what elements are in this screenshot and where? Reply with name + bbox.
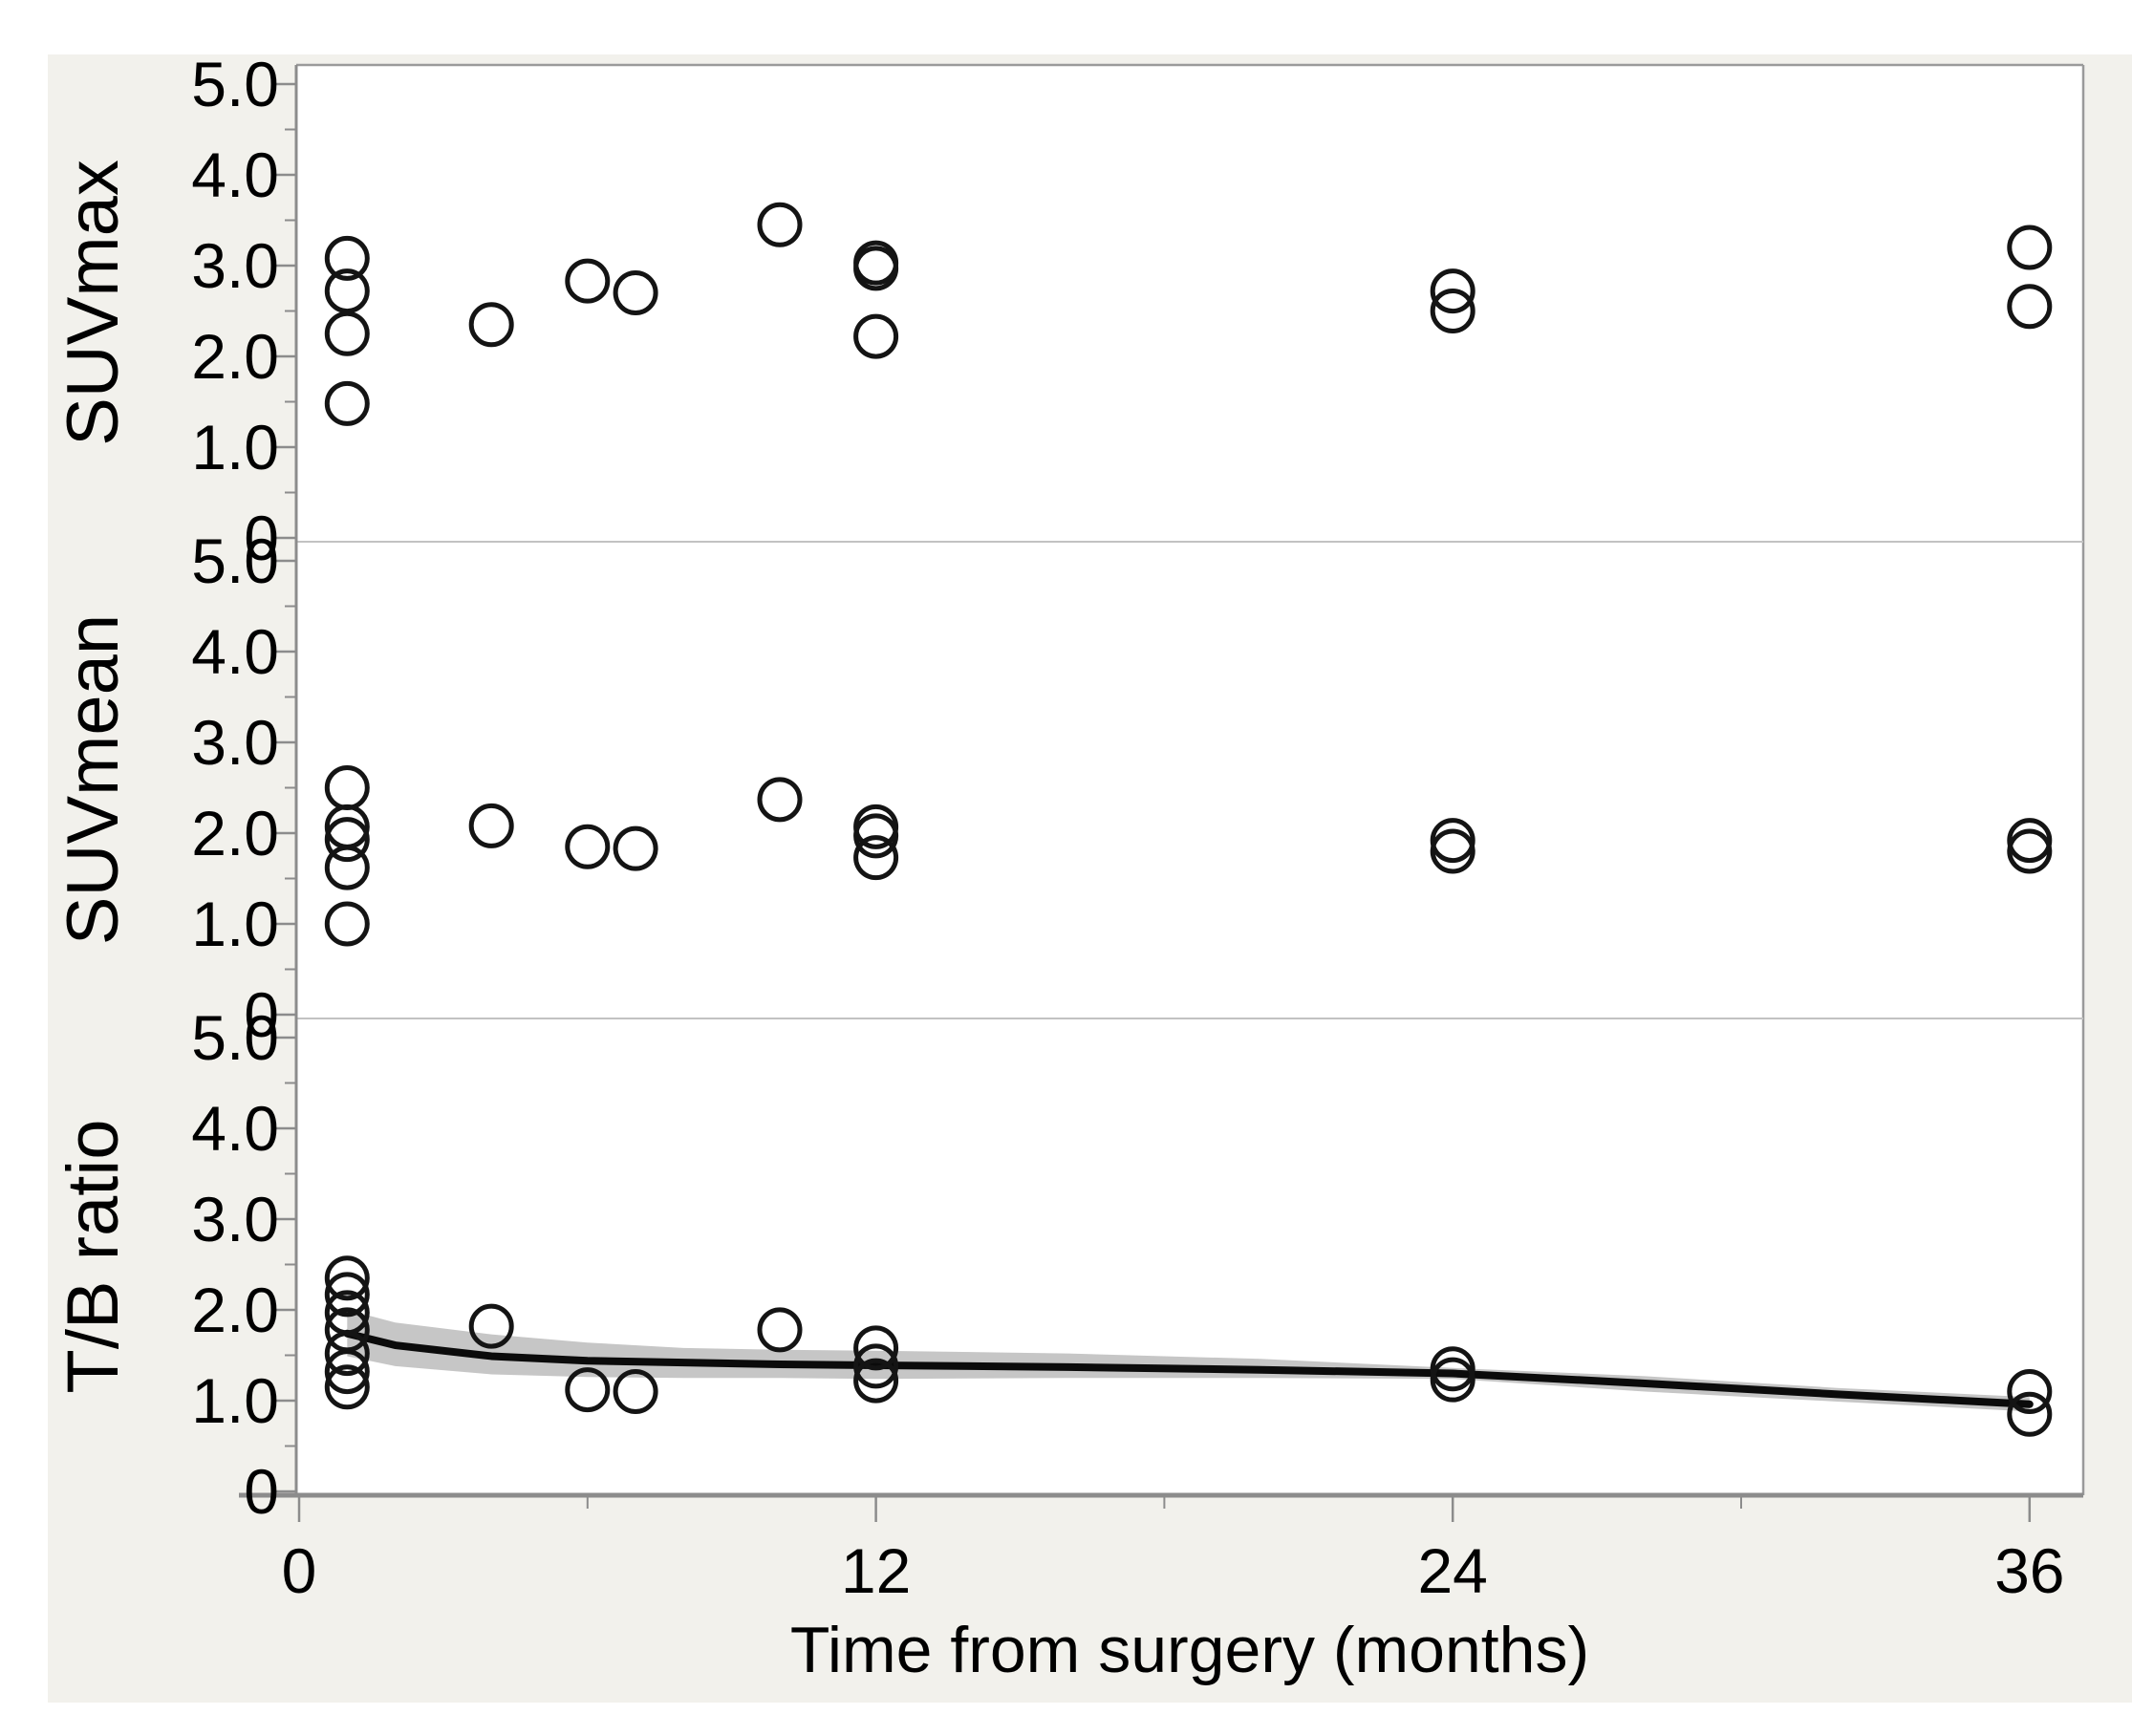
data-point-circle [1430,268,1475,314]
y-tick-label: 5.0 [191,1002,279,1073]
data-point-circle [468,1303,514,1349]
data-point-circle [324,380,370,426]
x-tick-label: 12 [840,1535,912,1606]
data-point-circle [468,302,514,348]
data-point-circle [324,311,370,356]
data-point-circle [324,235,370,281]
y-tick-label: 4.0 [191,616,279,687]
y-tick-label: 3.0 [191,230,279,301]
data-point-circle [2007,818,2053,864]
data-point-circle [613,825,658,871]
y-tick-label: 2.0 [191,1275,279,1345]
data-point-circle [853,1358,899,1404]
confidence-band [347,1310,2030,1412]
data-point-circle [1430,828,1475,874]
data-point-circle [324,1255,370,1301]
data-point-circle [757,202,803,247]
data-point-circle [2007,225,2053,270]
x-tick-label: 24 [1417,1535,1488,1606]
y-tick-label: 3.0 [191,707,279,778]
data-point-circle [324,817,370,863]
x-tick-label: 36 [1994,1535,2065,1606]
data-point-circle [1430,818,1475,864]
data-point-circle [757,1307,803,1353]
data-point-circle [2007,284,2053,330]
plot-area [296,65,2083,1495]
data-point-circle [324,1331,370,1377]
data-point-circle [324,268,370,314]
x-axis-title: Time from surgery (months) [789,1614,1590,1686]
data-point-circle [324,1272,370,1318]
data-point-circle [1430,289,1475,333]
data-point-circle [324,1364,370,1410]
x-tick-label: 0 [281,1535,317,1606]
y-tick-label: 0 [244,979,279,1050]
y-tick-label: 3.0 [191,1184,279,1254]
data-point-circle [853,813,899,859]
data-point-circle [1430,1357,1475,1403]
data-point-circle [2007,1391,2053,1437]
data-point-circle [2007,828,2053,874]
data-point-circle [853,1343,899,1389]
y-tick-label: 2.0 [191,798,279,868]
data-point-circle [853,1325,899,1371]
data-point-circle [1430,1346,1475,1392]
data-point-circle [565,258,611,304]
data-point-circle [2007,1369,2053,1414]
y-tick-label: 1.0 [191,1365,279,1436]
y-tick-label: 0 [244,1456,279,1527]
y-tick-label: 4.0 [191,1093,279,1164]
data-point-circle [613,270,658,315]
data-point-circle [757,777,803,823]
data-point-circle [324,1349,370,1395]
data-point-circle [565,824,611,869]
y-tick-label: 5.0 [191,525,279,596]
y-tick-label: 4.0 [191,139,279,210]
data-point-circle [324,845,370,890]
data-point-circle [853,835,899,881]
data-point-circle [613,1369,658,1414]
data-point-circle [468,803,514,848]
y-tick-label: 1.0 [191,889,279,959]
data-point-circle [853,246,899,291]
y-tick-label: 5.0 [191,49,279,119]
y-tick-label: 2.0 [191,321,279,392]
data-point-circle [565,1367,611,1413]
y-tick-label: 1.0 [191,412,279,482]
data-point-circle [324,901,370,947]
data-point-circle [853,313,899,359]
fit-line [343,1329,2034,1408]
y-tick-label: 0 [244,503,279,573]
